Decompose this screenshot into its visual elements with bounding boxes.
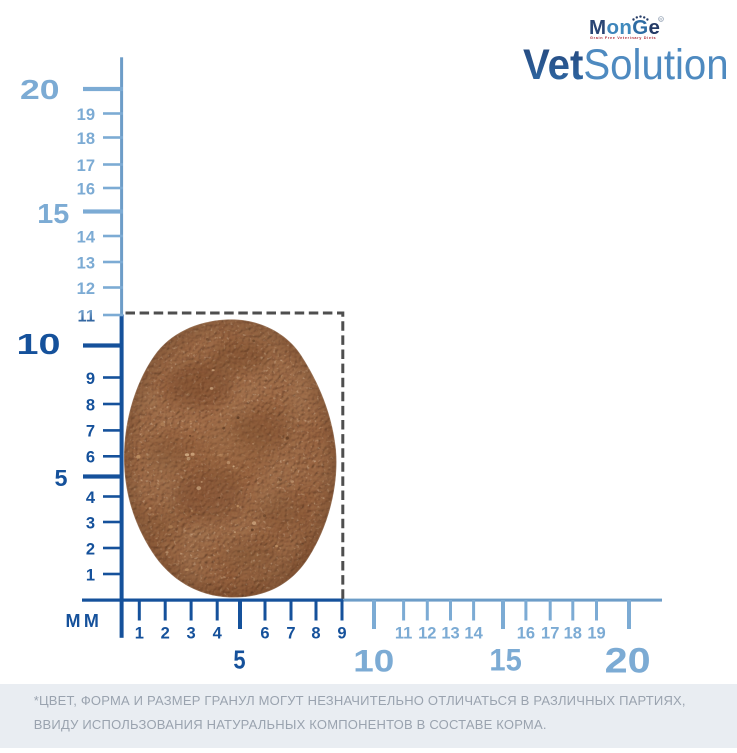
svg-text:10: 10: [17, 329, 61, 361]
svg-text:20: 20: [20, 74, 60, 105]
svg-text:1: 1: [86, 566, 95, 584]
svg-text:15: 15: [37, 198, 69, 229]
svg-text:5: 5: [55, 465, 68, 491]
svg-text:4: 4: [213, 625, 223, 643]
svg-text:6: 6: [260, 625, 269, 643]
svg-text:MM: MM: [66, 611, 103, 631]
svg-text:18: 18: [564, 625, 582, 643]
svg-text:14: 14: [464, 625, 483, 643]
svg-text:2: 2: [161, 625, 170, 643]
svg-text:11: 11: [395, 625, 412, 643]
svg-text:19: 19: [587, 625, 605, 643]
svg-text:8: 8: [311, 625, 320, 643]
svg-text:14: 14: [77, 228, 96, 246]
svg-text:6: 6: [86, 449, 95, 467]
svg-text:11: 11: [78, 307, 95, 325]
svg-text:19: 19: [77, 106, 95, 124]
svg-text:8: 8: [86, 396, 95, 414]
svg-text:15: 15: [489, 643, 521, 678]
svg-text:12: 12: [77, 280, 95, 298]
svg-text:5: 5: [233, 647, 245, 675]
svg-text:2: 2: [86, 540, 95, 558]
svg-text:3: 3: [187, 625, 196, 643]
svg-text:9: 9: [337, 625, 346, 643]
svg-text:R: R: [659, 17, 663, 22]
svg-text:3: 3: [86, 514, 95, 532]
svg-text:17: 17: [77, 157, 95, 175]
svg-text:16: 16: [77, 180, 95, 198]
svg-text:16: 16: [517, 625, 535, 643]
svg-text:7: 7: [286, 625, 295, 643]
svg-text:13: 13: [77, 254, 95, 272]
svg-text:17: 17: [541, 625, 559, 643]
svg-text:1: 1: [135, 625, 144, 643]
svg-text:4: 4: [86, 489, 96, 507]
svg-text:7: 7: [86, 423, 95, 441]
svg-text:20: 20: [605, 640, 651, 680]
svg-text:10: 10: [353, 643, 394, 678]
svg-text:13: 13: [441, 625, 459, 643]
svg-text:18: 18: [77, 130, 95, 148]
svg-text:9: 9: [86, 370, 95, 388]
svg-text:12: 12: [418, 625, 436, 643]
